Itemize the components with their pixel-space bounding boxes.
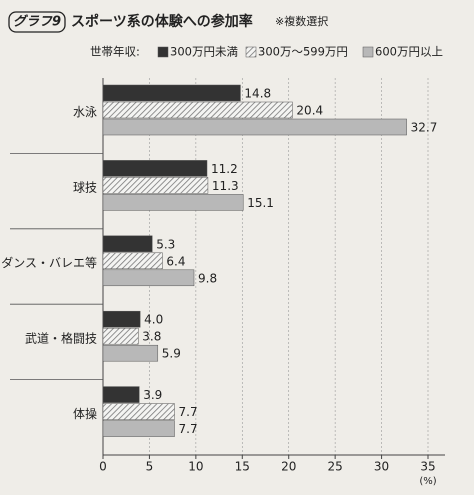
value-label: 9.8 bbox=[198, 271, 217, 285]
x-tick-label: 5 bbox=[146, 460, 154, 474]
value-label: 15.1 bbox=[247, 196, 274, 210]
value-label: 7.7 bbox=[179, 422, 198, 436]
legend-swatch bbox=[245, 46, 257, 58]
y-tick-label: 体操 bbox=[73, 406, 97, 421]
legend-swatch bbox=[157, 46, 169, 58]
bar bbox=[102, 118, 407, 136]
bar bbox=[102, 101, 293, 119]
bar bbox=[102, 420, 175, 437]
bar bbox=[102, 310, 141, 328]
bar bbox=[102, 269, 195, 287]
x-tick-label: 25 bbox=[328, 460, 343, 474]
legend-title: 世帯年収: bbox=[90, 45, 140, 59]
bar bbox=[102, 386, 140, 403]
x-tick-label: 35 bbox=[420, 460, 435, 474]
x-tick-label: 10 bbox=[188, 460, 203, 474]
value-label: 7.7 bbox=[179, 405, 198, 419]
bar bbox=[102, 327, 139, 345]
value-label: 11.2 bbox=[211, 162, 238, 176]
badge-frame bbox=[8, 11, 66, 33]
legend-label: 600万円以上 bbox=[375, 45, 443, 59]
x-tick-label: 0 bbox=[99, 460, 107, 474]
bar bbox=[102, 252, 163, 270]
value-label: 5.3 bbox=[156, 237, 175, 251]
x-tick-label: 20 bbox=[281, 460, 296, 474]
badge: グラフ9 bbox=[13, 14, 61, 30]
value-label: 14.8 bbox=[244, 87, 271, 101]
subtitle: ※複数選択 bbox=[275, 14, 328, 28]
bar bbox=[102, 403, 175, 420]
bar bbox=[102, 177, 209, 194]
value-label: 5.9 bbox=[162, 347, 181, 361]
value-label: 3.8 bbox=[142, 330, 161, 344]
bar bbox=[102, 235, 153, 253]
value-label: 4.0 bbox=[144, 313, 163, 327]
y-tick-label: 武道・格闘技 bbox=[25, 330, 97, 345]
bar bbox=[102, 344, 159, 362]
value-label: 3.9 bbox=[143, 388, 162, 402]
x-tick-label: 30 bbox=[374, 460, 389, 474]
y-tick-label: 球技 bbox=[73, 181, 97, 195]
value-label: 11.3 bbox=[212, 179, 239, 193]
value-label: 32.7 bbox=[411, 121, 438, 135]
value-label: 20.4 bbox=[296, 104, 323, 118]
bar bbox=[102, 84, 241, 102]
legend-swatch bbox=[362, 46, 374, 58]
y-tick-label: 水泳 bbox=[73, 105, 97, 119]
bar bbox=[102, 194, 244, 211]
bar bbox=[102, 160, 208, 177]
y-tick-label: ダンス・バレエ等 bbox=[1, 255, 97, 270]
x-unit: (%) bbox=[419, 476, 436, 487]
x-tick-label: 15 bbox=[235, 460, 250, 474]
legend-label: 300万～599万円 bbox=[258, 45, 348, 59]
legend-label: 300万円未満 bbox=[170, 45, 238, 59]
chart-title: スポーツ系の体験への参加率 bbox=[71, 13, 253, 30]
value-label: 6.4 bbox=[166, 254, 185, 268]
